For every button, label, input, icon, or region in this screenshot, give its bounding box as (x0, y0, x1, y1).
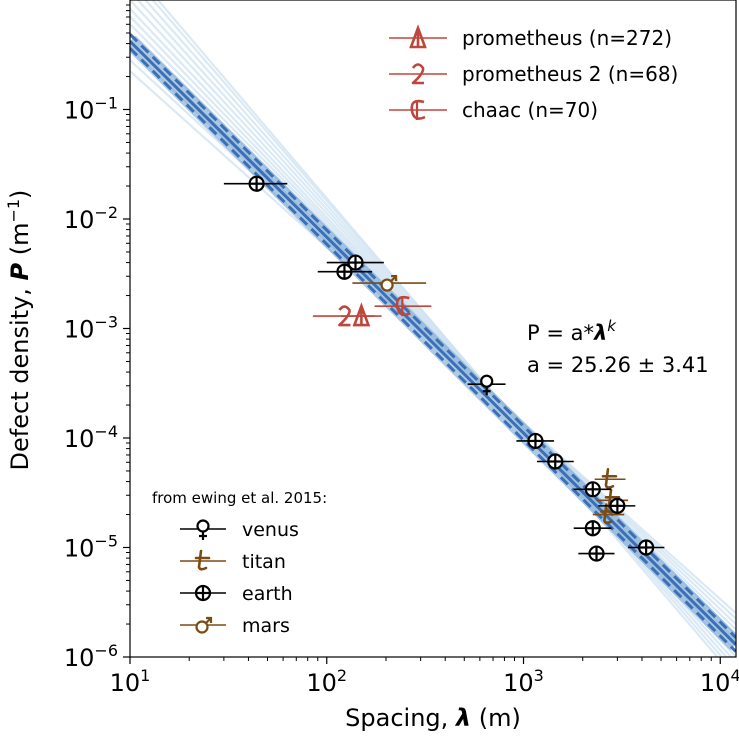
x-axis: 101 102 103 104 (110, 657, 739, 697)
point-earth (223, 175, 288, 192)
fit-equation: P = a*λk (527, 317, 617, 345)
point-earth (578, 545, 615, 562)
fit-upper-bound (130, 33, 736, 639)
legend-bottom-label: mars (242, 615, 290, 637)
point-venus (467, 374, 506, 396)
point-prometheus-2 (312, 305, 375, 327)
legend-top: prometheus (n=272) prometheus 2 (n=68) cha… (389, 24, 678, 122)
legend-bottom-label: titan (242, 551, 286, 573)
fit-coefficient: a = 25.26 ± 3.41 (527, 353, 709, 377)
point-earth (628, 539, 665, 556)
legend-bottom-item: venus (180, 519, 299, 541)
point-earth (326, 254, 384, 271)
point-mars (352, 274, 427, 292)
legend-top-label: chaac (n=70) (462, 98, 598, 122)
point-earth (573, 520, 612, 537)
legend-bottom-title: from ewing et al. 2015: (152, 489, 327, 507)
legend-bottom-item: titan (180, 549, 286, 573)
legend-bottom-label: earth (242, 583, 293, 605)
y-tick-label: 10−3 (64, 313, 118, 344)
data-points (223, 175, 665, 562)
y-axis: 10−6 10−5 10−4 10−3 10−2 10−1 (64, 4, 130, 672)
legend-top-item: prometheus (n=272) (389, 24, 672, 50)
fit-line (130, 40, 736, 646)
legend-bottom-item: mars (180, 615, 290, 637)
legend-bottom-item: earth (180, 583, 293, 605)
y-tick-label: 10−6 (64, 641, 118, 672)
legend-top-item: prometheus 2 (n=68) (389, 62, 678, 86)
point-titan (594, 467, 626, 489)
point-earth (536, 453, 574, 470)
legend-bottom: from ewing et al. 2015: venus titan earth m… (152, 489, 327, 637)
x-tick-label: 104 (700, 666, 739, 697)
legend-top-label: prometheus 2 (n=68) (462, 62, 678, 86)
fit-lower-bound (130, 47, 736, 653)
legend-top-item: chaac (n=70) (389, 98, 598, 122)
point-chaac (374, 295, 432, 317)
fit-line-group (130, 33, 736, 653)
x-axis-label: Spacing, λ (m) (345, 704, 521, 732)
legend-bottom-label: venus (242, 519, 299, 541)
y-tick-label: 10−4 (64, 422, 118, 453)
y-axis-label: Defect density, P (m−1) (4, 190, 34, 471)
x-tick-label: 103 (503, 666, 544, 697)
fit-ensemble-line (156, 0, 719, 657)
legend-top-label: prometheus (n=272) (462, 26, 672, 50)
point-earth (573, 481, 612, 498)
y-tick-label: 10−2 (64, 203, 118, 234)
x-tick-label: 102 (306, 666, 347, 697)
y-tick-label: 10−5 (64, 532, 118, 563)
point-earth (598, 497, 636, 514)
point-earth (317, 263, 373, 280)
point-earth (516, 432, 555, 450)
y-tick-label: 10−1 (64, 94, 118, 125)
x-tick-label: 101 (110, 666, 151, 697)
